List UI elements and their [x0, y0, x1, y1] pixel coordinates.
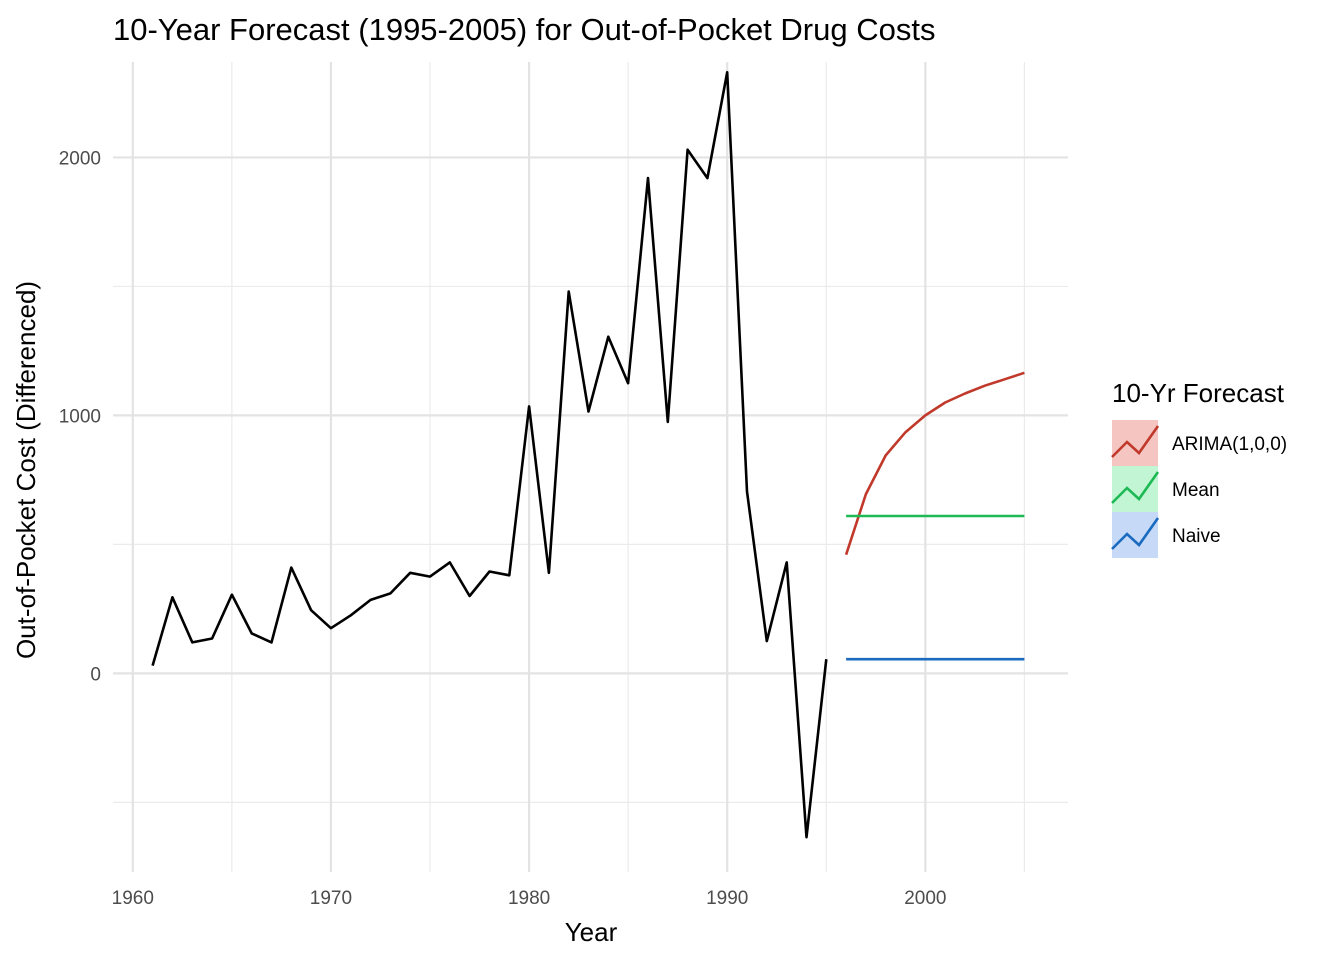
x-tick-label: 1980: [508, 888, 550, 909]
legend-entries: ARIMA(1,0,0) Mean Naive: [1111, 420, 1287, 558]
legend-item: Naive: [1111, 512, 1221, 558]
grid: [113, 62, 1068, 872]
forecast-series: [844, 371, 1025, 661]
legend-item: ARIMA(1,0,0): [1111, 420, 1287, 466]
y-tick-label: 0: [90, 664, 101, 685]
x-tick-label: 1960: [112, 888, 154, 909]
forecast-line-arima-1-0-0: [844, 371, 1025, 556]
legend-key-line: [1111, 425, 1160, 458]
x-axis-ticks: 1960 1970 1980 1990 2000: [112, 888, 947, 909]
history-line: [151, 71, 828, 839]
legend-key-fill: [1112, 420, 1158, 466]
y-tick-label: 2000: [59, 148, 101, 169]
y-tick-label: 1000: [59, 406, 101, 427]
x-tick-label: 2000: [904, 888, 946, 909]
x-tick-label: 1970: [310, 888, 352, 909]
legend-title: 10-Yr Forecast: [1112, 378, 1285, 408]
y-axis-ticks: 0 1000 2000: [59, 148, 101, 685]
legend-key-fill: [1112, 512, 1158, 558]
history-series: [151, 71, 828, 839]
legend-label: Mean: [1172, 480, 1220, 501]
legend-label: Naive: [1172, 526, 1221, 547]
x-axis-label: Year: [565, 917, 618, 947]
legend-label: ARIMA(1,0,0): [1172, 434, 1287, 455]
chart-title: 10-Year Forecast (1995-2005) for Out-of-…: [113, 12, 935, 47]
legend-key-line: [1111, 517, 1160, 550]
legend: 10-Yr Forecast ARIMA(1,0,0) Mean Naive: [1111, 378, 1287, 558]
x-tick-label: 1990: [706, 888, 748, 909]
legend-key-line: [1111, 471, 1160, 504]
legend-key-fill: [1112, 466, 1158, 512]
legend-item: Mean: [1111, 466, 1220, 512]
y-axis-label: Out-of-Pocket Cost (Differenced): [11, 281, 41, 659]
